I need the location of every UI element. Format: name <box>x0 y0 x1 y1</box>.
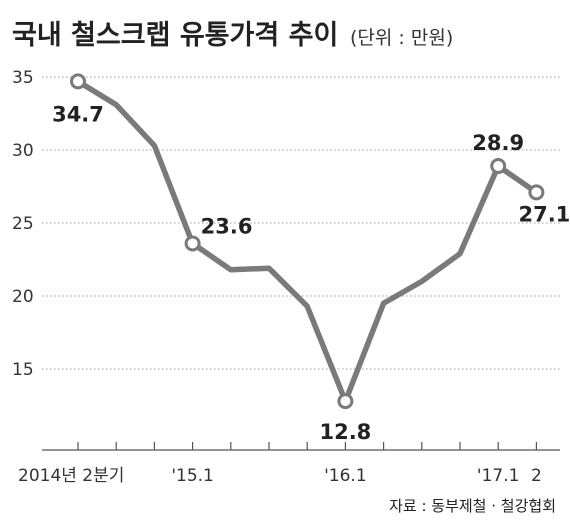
chart-title: 국내 철스크랩 유통가격 추이 <box>12 20 338 51</box>
unit-label: (단위 : 만원) <box>350 27 453 49</box>
series-line <box>75 78 540 404</box>
x-tick-label: '17.1 <box>477 466 520 486</box>
data-label: 27.1 <box>518 202 570 226</box>
x-axis-ticks: 2014년 2분기 '15.1 '16.1 '17.1 2 <box>18 442 542 486</box>
data-point-marker <box>184 235 201 252</box>
data-point-marker <box>337 393 354 410</box>
data-label: 12.8 <box>319 420 371 444</box>
x-tick-label: '16.1 <box>324 466 367 486</box>
source-note: 자료 : 동부제철 · 철강협회 <box>389 497 556 515</box>
y-axis-ticks: 35 30 25 20 15 <box>12 68 34 380</box>
y-tick-label-35: 35 <box>12 68 34 88</box>
data-markers <box>70 73 545 410</box>
data-point-marker <box>70 73 86 90</box>
x-tick-label: '15.1 <box>171 466 214 486</box>
x-tick-label: 2 <box>531 466 542 486</box>
data-label: 28.9 <box>472 131 524 155</box>
data-label: 34.7 <box>52 102 104 126</box>
x-tick-label: 2014년 2분기 <box>18 466 124 486</box>
y-tick-label-20: 20 <box>12 287 34 307</box>
y-tick-label-30: 30 <box>12 141 34 161</box>
data-label: 23.6 <box>201 214 253 238</box>
y-tick-label-25: 25 <box>12 214 34 234</box>
data-point-marker <box>528 184 545 201</box>
gridlines <box>42 76 560 370</box>
data-labels: 34.7 23.6 12.8 28.9 27.1 <box>52 102 570 444</box>
y-tick-label-15: 15 <box>12 360 34 380</box>
data-point-marker <box>490 158 507 175</box>
series-polyline <box>75 78 540 404</box>
